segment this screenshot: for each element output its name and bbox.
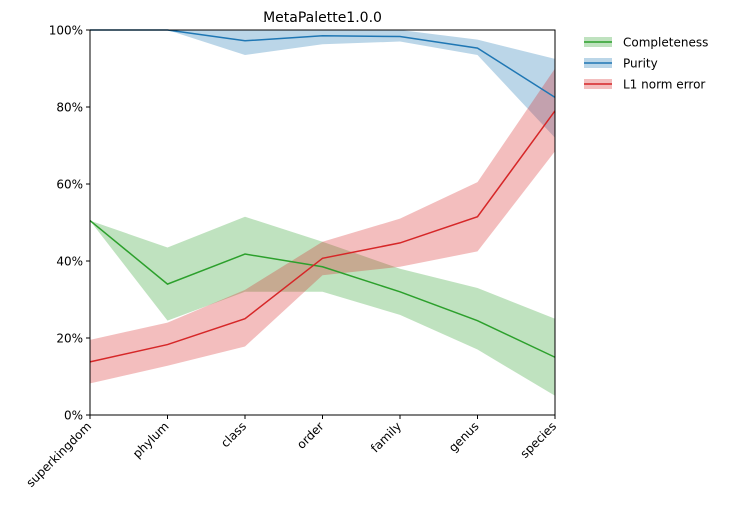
y-axis: 0% 20% 40% 60% 80% 100%: [49, 24, 90, 423]
band-purity: [90, 30, 555, 138]
y-tick-label: 0%: [64, 409, 83, 423]
x-tick-label: class: [218, 419, 249, 450]
legend-item-purity: Purity: [584, 57, 658, 71]
legend-label: Purity: [623, 57, 658, 71]
band-completeness: [90, 216, 555, 396]
x-tick-label: phylum: [130, 419, 172, 461]
legend-item-l1-norm-error: L1 norm error: [584, 78, 705, 92]
x-tick-label: genus: [446, 419, 482, 455]
y-tick-label: 80%: [56, 101, 83, 115]
legend-item-completeness: Completeness: [584, 36, 708, 50]
y-tick-label: 60%: [56, 178, 83, 192]
y-tick-label: 100%: [49, 24, 83, 38]
x-tick-label: order: [294, 419, 327, 452]
chart-title: MetaPalette1.0.0: [263, 10, 382, 26]
x-tick-label: superkingdom: [23, 419, 94, 490]
legend-label: Completeness: [623, 36, 708, 50]
legend: Completeness Purity L1 norm error: [584, 36, 708, 92]
x-tick-label: family: [368, 419, 404, 455]
line-l1-norm-error: [89, 110, 556, 363]
y-tick-label: 20%: [56, 332, 83, 346]
confidence-bands: [90, 30, 555, 396]
x-axis: superkingdom phylum class order family genus s…: [23, 415, 559, 490]
y-tick-label: 40%: [56, 255, 83, 269]
x-tick-label: species: [518, 419, 560, 461]
line-completeness: [89, 219, 556, 358]
legend-label: L1 norm error: [623, 78, 705, 92]
